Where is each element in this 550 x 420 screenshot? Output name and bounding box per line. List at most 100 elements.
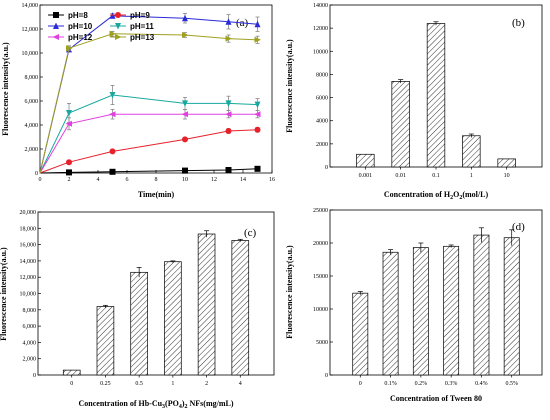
x-tick-label: 0.001 <box>359 173 373 179</box>
y-tick-label: 6,000 <box>23 324 37 330</box>
data-point <box>66 169 72 176</box>
y-tick-label: 4,000 <box>25 123 39 129</box>
data-point <box>66 45 73 52</box>
plot-frame <box>329 209 543 376</box>
x-axis-label: Time(min) <box>138 190 175 199</box>
y-tick-label: 8,000 <box>23 308 37 314</box>
x-axis-label-text: O <box>453 190 459 199</box>
data-point <box>182 32 189 38</box>
y-tick-label: 5000 <box>316 340 328 346</box>
x-tick-label: 16 <box>269 177 275 183</box>
x-tick-label: 8 <box>155 177 158 183</box>
legend-label: pH=10 <box>68 22 93 31</box>
data-point <box>109 168 116 175</box>
series-line <box>39 113 258 174</box>
x-axis-label-sub: 2 <box>185 404 188 410</box>
y-ticks: 0 2,000 4,000 6,000 8,000 10,000 12,000 14,000 1… <box>20 210 41 379</box>
y-tick-label: 16,000 <box>20 243 37 249</box>
data-point <box>66 159 72 166</box>
y-tick-label: 10000 <box>313 307 328 313</box>
bar <box>503 237 520 376</box>
x-axis-label: Concentration of Hb-Cu3(PO4)2 NFs(mg/mL) <box>78 399 233 410</box>
bars-group <box>356 21 516 168</box>
bar <box>426 23 446 168</box>
data-point <box>254 101 261 109</box>
y-tick-label: 14000 <box>313 3 328 9</box>
data-point <box>225 167 232 173</box>
data-point <box>254 165 261 172</box>
x-tick-label: 10 <box>182 177 188 183</box>
bar <box>197 233 216 376</box>
x-tick-label: 10 <box>504 173 510 179</box>
data-point <box>254 111 261 118</box>
x-tick-label: 0 <box>39 177 42 183</box>
y-tick-label: 2,000 <box>25 147 39 153</box>
data-point <box>254 36 261 43</box>
legend-marker <box>53 22 59 29</box>
data-point <box>109 92 116 99</box>
bar <box>164 261 182 376</box>
data-point <box>254 20 261 28</box>
y-axis-label: Fluorescence intensity(a.u.) <box>285 245 294 339</box>
x-axis-label-text: Concentration of Hb-Cu <box>78 399 162 408</box>
x-axis-label: Concentration of H2O2(mol/L) <box>384 190 489 201</box>
legend-marker <box>115 34 122 40</box>
x-ticks: 0 0.1% 0.2% 0.3% 0.4% 0.5% <box>359 375 518 387</box>
bar <box>391 81 410 168</box>
x-ticks: 0 0.25 0.5 1 2 4 <box>70 375 242 387</box>
y-tick-label: 6,000 <box>25 99 39 105</box>
panel-label: (b) <box>512 17 525 29</box>
y-tick-label: 14,000 <box>20 259 37 265</box>
data-point <box>65 120 72 127</box>
panel-c: (c) 0 2,000 4,000 6,000 8,000 10,000 12,000 14,… <box>0 210 275 410</box>
x-axis-label: Concentration of Tween 80 <box>390 394 482 403</box>
data-point <box>182 136 188 143</box>
legend-marker <box>115 23 121 30</box>
data-point <box>182 14 188 22</box>
data-point <box>109 12 116 19</box>
data-point <box>225 18 232 25</box>
x-tick-label: 2 <box>205 381 208 387</box>
bars-group <box>352 227 520 376</box>
y-tick-label: 20,000 <box>20 210 37 216</box>
bars-group <box>62 230 250 376</box>
x-tick-label: 14 <box>240 177 246 183</box>
data-point <box>109 30 116 37</box>
legend-label: pH=12 <box>68 33 93 42</box>
series-line <box>39 168 258 174</box>
y-tick-label: 0 <box>325 165 328 171</box>
y-ticks: 0 2000 4000 6000 8000 10000 12000 14000 <box>313 3 333 171</box>
x-tick-label: 1 <box>470 173 473 179</box>
data-point <box>225 111 232 118</box>
y-tick-label: 8,000 <box>25 75 39 81</box>
x-axis-label-text: (PO <box>165 399 179 408</box>
panel-label: (c) <box>244 227 257 239</box>
x-tick-label: 4 <box>239 381 242 387</box>
bar <box>443 245 460 376</box>
x-tick-label: 1 <box>171 381 174 387</box>
x-tick-label: 0 <box>70 381 73 387</box>
x-axis-label-text: NFs(mg/mL) <box>188 399 234 408</box>
bar <box>382 251 399 376</box>
bar <box>352 292 369 376</box>
data-point <box>181 111 188 118</box>
x-tick-label: 0.25 <box>100 381 111 387</box>
y-tick-label: 14,000 <box>22 3 39 9</box>
y-tick-label: 10,000 <box>20 292 37 298</box>
data-point <box>182 167 188 174</box>
data-point <box>225 35 232 42</box>
y-tick-label: 6000 <box>316 96 328 102</box>
y-tick-label: 25000 <box>313 208 328 214</box>
data-point <box>109 111 116 118</box>
x-tick-label: 0.5 <box>135 381 143 387</box>
bar <box>96 306 115 376</box>
y-tick-label: 4,000 <box>23 340 37 346</box>
y-tick-label: 2000 <box>316 142 328 148</box>
legend-label: pH=11 <box>130 22 154 31</box>
y-tick-label: 2,000 <box>23 357 37 363</box>
x-axis-label-sub: 3 <box>162 404 165 410</box>
data-point <box>109 148 116 155</box>
y-tick-label: 8000 <box>316 72 328 78</box>
data-point <box>254 126 261 133</box>
series-line <box>39 33 258 174</box>
